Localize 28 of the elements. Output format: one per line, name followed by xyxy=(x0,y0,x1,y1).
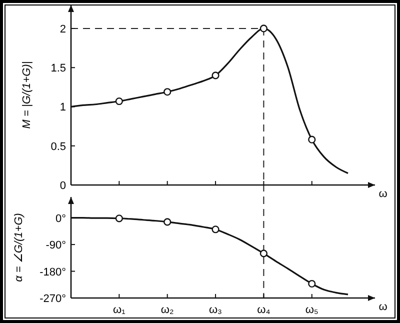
point xyxy=(260,24,268,32)
y-tick-label: -90° xyxy=(46,240,66,252)
y-tick-label: 0 xyxy=(60,180,66,192)
point xyxy=(164,88,172,96)
x-tick-label: ω₁ xyxy=(113,304,126,316)
y-axis-title: α = ∠G/(1+G) xyxy=(13,212,25,282)
y-tick-label: 2 xyxy=(60,23,66,36)
point xyxy=(164,218,172,226)
point xyxy=(212,226,220,234)
point xyxy=(308,136,316,144)
point xyxy=(260,250,268,258)
x-tick-label: ω₃ xyxy=(208,304,222,316)
y-tick-label: 1.5 xyxy=(50,62,66,75)
x-axis-title: ω xyxy=(378,188,388,200)
x-axis-title: ω xyxy=(378,301,388,313)
point xyxy=(115,97,123,106)
y-tick-label: -180° xyxy=(40,266,66,278)
point xyxy=(115,214,123,222)
point xyxy=(308,280,316,288)
y-tick-label: -270° xyxy=(40,293,66,305)
y-tick-label: 0° xyxy=(55,212,66,225)
y-tick-label: 1 xyxy=(60,102,66,114)
y-tick-label: 0.5 xyxy=(50,140,66,153)
x-tick-label: ω₄ xyxy=(257,304,271,316)
y-axis-title: M = |G/(1+G)| xyxy=(21,61,33,129)
x-tick-label: ω₅ xyxy=(305,304,318,316)
point xyxy=(212,72,220,80)
x-tick-label: ω₂ xyxy=(160,304,174,316)
